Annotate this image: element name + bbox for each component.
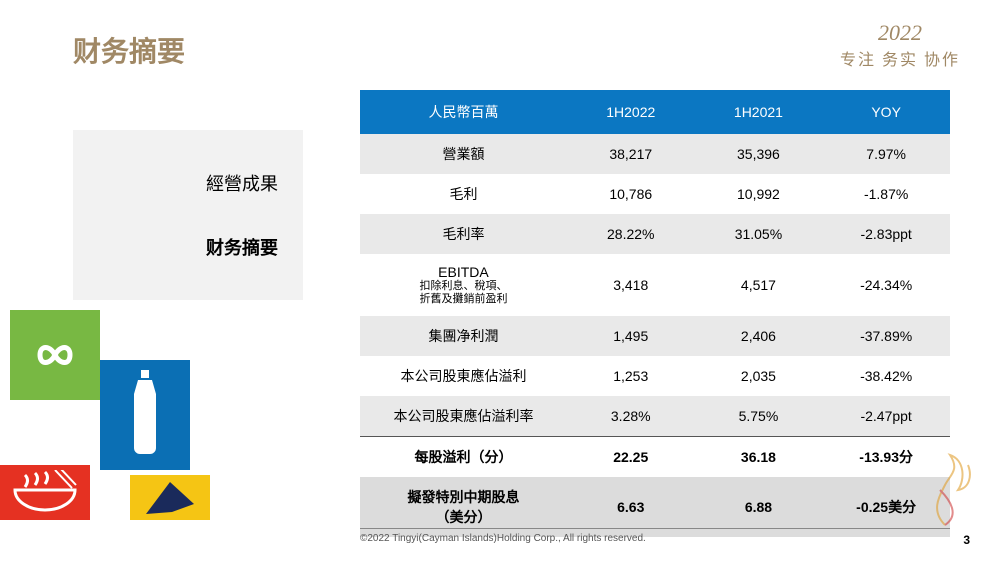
cell-a: 3.28%: [567, 396, 695, 437]
cell-b: 35,396: [695, 134, 823, 174]
th-1h2021: 1H2021: [695, 90, 823, 134]
cell-b: 2,035: [695, 356, 823, 396]
sidebar-item-results[interactable]: 經營成果: [98, 170, 278, 196]
year-label: 2022: [840, 20, 960, 46]
page-title: 财务摘要: [73, 30, 185, 70]
cell-label: 營業額: [360, 134, 567, 174]
table-row: 毛利10,78610,992-1.87%: [360, 174, 950, 214]
table-row: 毛利率28.22%31.05%-2.83ppt: [360, 214, 950, 254]
cell-label: 本公司股東應佔溢利: [360, 356, 567, 396]
top-right-tag: 2022 专注 务实 协作: [840, 20, 960, 70]
cell-a: 3,418: [567, 254, 695, 316]
cell-y: -2.47ppt: [822, 396, 950, 437]
cell-label: EBITDA扣除利息、稅項、折舊及攤銷前盈利: [360, 254, 567, 316]
footer-copyright: ©2022 Tingyi(Cayman Islands)Holding Corp…: [360, 533, 646, 544]
cell-y: -37.89%: [822, 316, 950, 356]
cell-a: 1,253: [567, 356, 695, 396]
cell-y: -24.34%: [822, 254, 950, 316]
table-row: 本公司股東應佔溢利1,2532,035-38.42%: [360, 356, 950, 396]
cell-label: 集團净利潤: [360, 316, 567, 356]
cell-label: 每股溢利（分）: [360, 437, 567, 478]
cell-b: 5.75%: [695, 396, 823, 437]
brand-icon-grid: [0, 300, 220, 520]
noodle-bowl-icon: [0, 465, 90, 520]
sidebar-block: 經營成果 财务摘要: [73, 130, 303, 300]
cell-b: 36.18: [695, 437, 823, 478]
brand-watermark-icon: [910, 440, 980, 535]
sidebar-item-summary[interactable]: 财务摘要: [98, 234, 278, 260]
cell-b: 31.05%: [695, 214, 823, 254]
table-header-row: 人民幣百萬 1H2022 1H2021 YOY: [360, 90, 950, 134]
cell-a: 10,786: [567, 174, 695, 214]
cell-label: 本公司股東應佔溢利率: [360, 396, 567, 437]
table-row: 本公司股東應佔溢利率3.28%5.75%-2.47ppt: [360, 396, 950, 437]
th-1h2022: 1H2022: [567, 90, 695, 134]
cell-y: -38.42%: [822, 356, 950, 396]
cell-b: 4,517: [695, 254, 823, 316]
bottle-icon: [100, 360, 190, 470]
tagline-label: 专注 务实 协作: [840, 46, 960, 70]
cell-a: 28.22%: [567, 214, 695, 254]
cell-y: -1.87%: [822, 174, 950, 214]
cell-label: 毛利率: [360, 214, 567, 254]
financial-table: 人民幣百萬 1H2022 1H2021 YOY 營業額38,21735,3967…: [360, 90, 950, 537]
page-number: 3: [963, 533, 970, 547]
table-row: EBITDA扣除利息、稅項、折舊及攤銷前盈利3,4184,517-24.34%: [360, 254, 950, 316]
table-row-eps: 每股溢利（分） 22.25 36.18 -13.93分: [360, 437, 950, 478]
arrow-tile-icon: [130, 475, 210, 520]
table-row: 集團净利潤1,4952,406-37.89%: [360, 316, 950, 356]
cell-a: 1,495: [567, 316, 695, 356]
cell-a: 22.25: [567, 437, 695, 478]
cell-label: 毛利: [360, 174, 567, 214]
th-yoy: YOY: [822, 90, 950, 134]
infinity-icon: [10, 310, 100, 400]
cell-y: -2.83ppt: [822, 214, 950, 254]
cell-a: 38,217: [567, 134, 695, 174]
cell-b: 2,406: [695, 316, 823, 356]
cell-y: 7.97%: [822, 134, 950, 174]
cell-b: 10,992: [695, 174, 823, 214]
table-row: 營業額38,21735,3967.97%: [360, 134, 950, 174]
sidebar-nav: 經營成果 财务摘要: [73, 130, 303, 300]
footer-divider: [360, 528, 950, 529]
th-metric: 人民幣百萬: [360, 90, 567, 134]
